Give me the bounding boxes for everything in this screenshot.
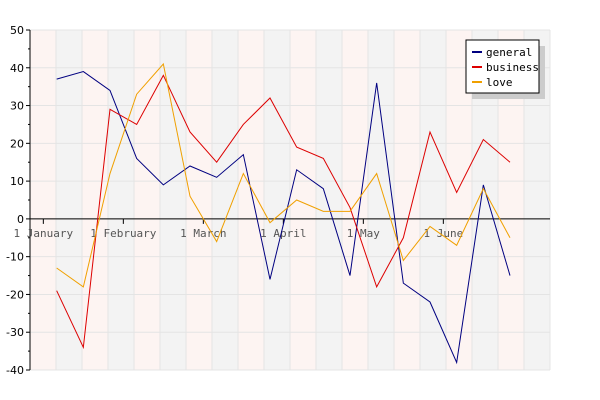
y-tick-label: 30	[10, 100, 24, 113]
y-tick-label: -10	[6, 251, 24, 264]
x-tick-label: 1 June	[423, 227, 463, 240]
background-band	[316, 30, 342, 370]
legend-label-love: love	[486, 76, 513, 89]
background-band	[264, 30, 290, 370]
y-tick-label: 20	[10, 137, 24, 150]
background-band	[212, 30, 238, 370]
background-band	[290, 30, 316, 370]
y-tick-label: -30	[6, 326, 24, 339]
y-tick-label: 50	[10, 24, 24, 37]
y-tick-label: -20	[6, 288, 24, 301]
legend: general business love	[465, 39, 545, 99]
background-bands	[30, 30, 550, 370]
y-tick-label: 40	[10, 62, 24, 75]
x-tick-label: 1 March	[180, 227, 226, 240]
background-band	[108, 30, 134, 370]
x-tick-label: 1 May	[347, 227, 380, 240]
background-band	[420, 30, 446, 370]
background-band	[160, 30, 186, 370]
background-band	[30, 30, 56, 370]
series-line-business	[56, 74, 511, 350]
x-axis: 1 January 1 February 1 March 1 April 1 May 1 …	[14, 218, 550, 240]
background-band	[368, 30, 394, 370]
series-line-love	[56, 62, 511, 288]
y-axis: -40 -30 -20 -10 0 10 20 30 40 50	[6, 24, 31, 377]
y-tick-label: -40	[6, 364, 24, 377]
series-line-general	[56, 71, 511, 365]
background-band	[186, 30, 212, 370]
legend-label-business: business	[486, 61, 539, 74]
series-lines	[56, 62, 511, 365]
legend-label-general: general	[486, 46, 532, 59]
background-band	[394, 30, 420, 370]
background-band	[56, 30, 82, 370]
background-band	[134, 30, 160, 370]
x-tick-label: 1 February	[90, 227, 157, 240]
x-tick-label: 1 January	[14, 227, 74, 240]
x-tick-label: 1 April	[260, 227, 306, 240]
y-tick-label: 0	[17, 213, 24, 226]
y-tick-label: 10	[10, 175, 24, 188]
background-band	[238, 30, 264, 370]
